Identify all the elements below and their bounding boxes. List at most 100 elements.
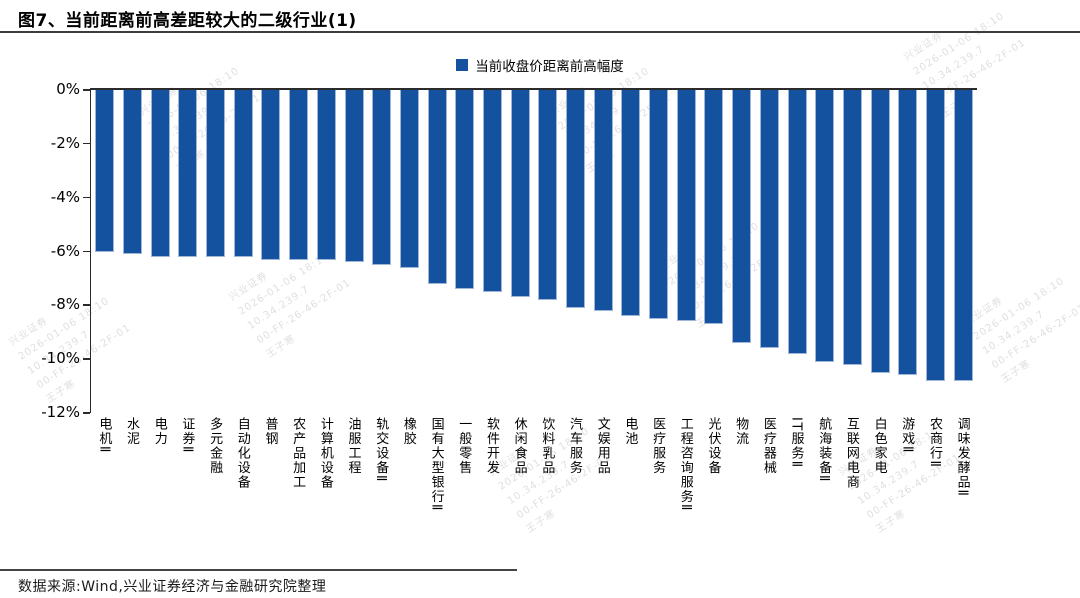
bar-slot	[202, 90, 230, 413]
x-label-slot: 游戏Ⅱ	[893, 417, 921, 567]
x-tick-label: 普钢	[262, 417, 278, 446]
bar-series	[91, 90, 977, 413]
x-tick-label: 自动化设备	[234, 417, 250, 490]
bar-slot	[423, 90, 451, 413]
bar-橡胶	[399, 90, 419, 268]
plot-area	[83, 88, 977, 414]
x-label-slot: 电机Ⅱ	[90, 417, 118, 567]
x-tick-label: 电机Ⅱ	[96, 417, 112, 454]
x-label-slot: 普钢	[256, 417, 284, 567]
x-tick-label: 物流	[733, 417, 749, 446]
bar-IT服务Ⅱ	[787, 90, 807, 354]
x-tick-label: 多元金融	[207, 417, 223, 475]
bar-slot	[922, 90, 950, 413]
bar-汽车服务	[566, 90, 586, 309]
x-label-slot: 电力	[145, 417, 173, 567]
x-tick-label: 文娱用品	[594, 417, 610, 475]
bar-slot	[894, 90, 922, 413]
y-tick-label: -12%	[41, 403, 80, 421]
y-tick-mark	[83, 89, 90, 91]
x-label-slot: 航海装备Ⅱ	[810, 417, 838, 567]
bar-slot	[506, 90, 534, 413]
bar-光伏设备	[704, 90, 724, 325]
x-label-slot: 证券Ⅱ	[173, 417, 201, 567]
x-label-slot: 电池	[616, 417, 644, 567]
figure-title: 图7、当前距离前高差距较大的二级行业(1)	[18, 11, 357, 31]
legend-label: 当前收盘价距离前高幅度	[475, 59, 624, 75]
bar-航海装备Ⅱ	[815, 90, 835, 362]
x-label-slot: 调味发酵品Ⅱ	[948, 417, 976, 567]
bar-slot	[534, 90, 562, 413]
x-label-slot: 汽车服务	[561, 417, 589, 567]
bar-电力	[150, 90, 170, 257]
x-tick-label: 电池	[622, 417, 638, 446]
y-tick-mark	[83, 142, 90, 145]
x-tick-label: 饮料乳品	[539, 417, 555, 475]
x-label-slot: IT服务Ⅱ	[782, 417, 810, 567]
y-tick-label: -2%	[50, 133, 80, 152]
bar-互联网电商	[842, 90, 862, 365]
y-tick-label: 0%	[56, 80, 80, 98]
bar-slot	[479, 90, 507, 413]
x-tick-label: 电力	[151, 417, 167, 446]
x-tick-label: 调味发酵品Ⅱ	[954, 417, 970, 498]
bar-医疗服务	[649, 90, 669, 319]
x-label-slot: 橡胶	[395, 417, 423, 567]
bar-slot	[146, 90, 174, 413]
x-label-slot: 工程咨询服务Ⅱ	[671, 417, 699, 567]
title-divider	[0, 31, 1080, 33]
bar-slot	[174, 90, 202, 413]
x-label-slot: 水泥	[118, 417, 146, 567]
x-tick-label: 水泥	[124, 417, 140, 446]
bar-电机Ⅱ	[95, 90, 115, 252]
x-tick-label: 航海装备Ⅱ	[816, 417, 832, 483]
data-source: 数据来源:Wind,兴业证券经济与金融研究院整理	[18, 579, 327, 595]
footer-divider	[0, 569, 517, 571]
bar-slot	[672, 90, 700, 413]
bar-slot	[756, 90, 784, 413]
bar-slot	[783, 90, 811, 413]
bar-农产品加工	[289, 90, 309, 260]
x-tick-label: 国有大型银行Ⅱ	[428, 417, 444, 512]
bar-slot	[645, 90, 673, 413]
bar-计算机设备	[316, 90, 336, 260]
y-tick-mark	[83, 250, 90, 252]
bar-slot	[839, 90, 867, 413]
bar-slot	[368, 90, 396, 413]
x-tick-label: 证券Ⅱ	[179, 417, 195, 454]
bar-调味发酵品Ⅱ	[953, 90, 973, 381]
bar-slot	[91, 90, 119, 413]
bar-多元金融	[206, 90, 226, 257]
bar-slot	[396, 90, 424, 413]
y-tick-label: -6%	[50, 241, 80, 260]
bar-自动化设备	[233, 90, 253, 257]
bar-农商行Ⅱ	[925, 90, 945, 381]
x-tick-label: 软件开发	[483, 417, 499, 475]
x-tick-label: 汽车服务	[567, 417, 583, 475]
x-tick-label: 农产品加工	[290, 417, 306, 490]
x-tick-label: 游戏Ⅱ	[899, 417, 915, 454]
x-tick-label: 农商行Ⅱ	[926, 417, 942, 469]
x-tick-label: 互联网电商	[843, 417, 859, 490]
x-label-slot: 多元金融	[201, 417, 229, 567]
bar-slot	[949, 90, 977, 413]
x-label-slot: 休闲食品	[505, 417, 533, 567]
bar-国有大型银行Ⅱ	[427, 90, 447, 284]
x-label-slot: 医疗服务	[644, 417, 672, 567]
bar-slot	[562, 90, 590, 413]
bar-工程咨询服务Ⅱ	[676, 90, 696, 322]
bar-证券Ⅱ	[178, 90, 198, 257]
x-tick-label: 白色家电	[871, 417, 887, 475]
bar-软件开发	[482, 90, 502, 292]
x-label-slot: 软件开发	[478, 417, 506, 567]
x-tick-label: 光伏设备	[705, 417, 721, 475]
bar-水泥	[123, 90, 143, 255]
x-label-slot: 轨交设备Ⅱ	[367, 417, 395, 567]
x-label-slot: 文娱用品	[588, 417, 616, 567]
x-tick-label: 计算机设备	[317, 417, 333, 490]
bar-饮料乳品	[538, 90, 558, 300]
legend-marker-square	[456, 59, 469, 71]
x-label-slot: 油服工程	[339, 417, 367, 567]
bar-油服工程	[344, 90, 364, 263]
